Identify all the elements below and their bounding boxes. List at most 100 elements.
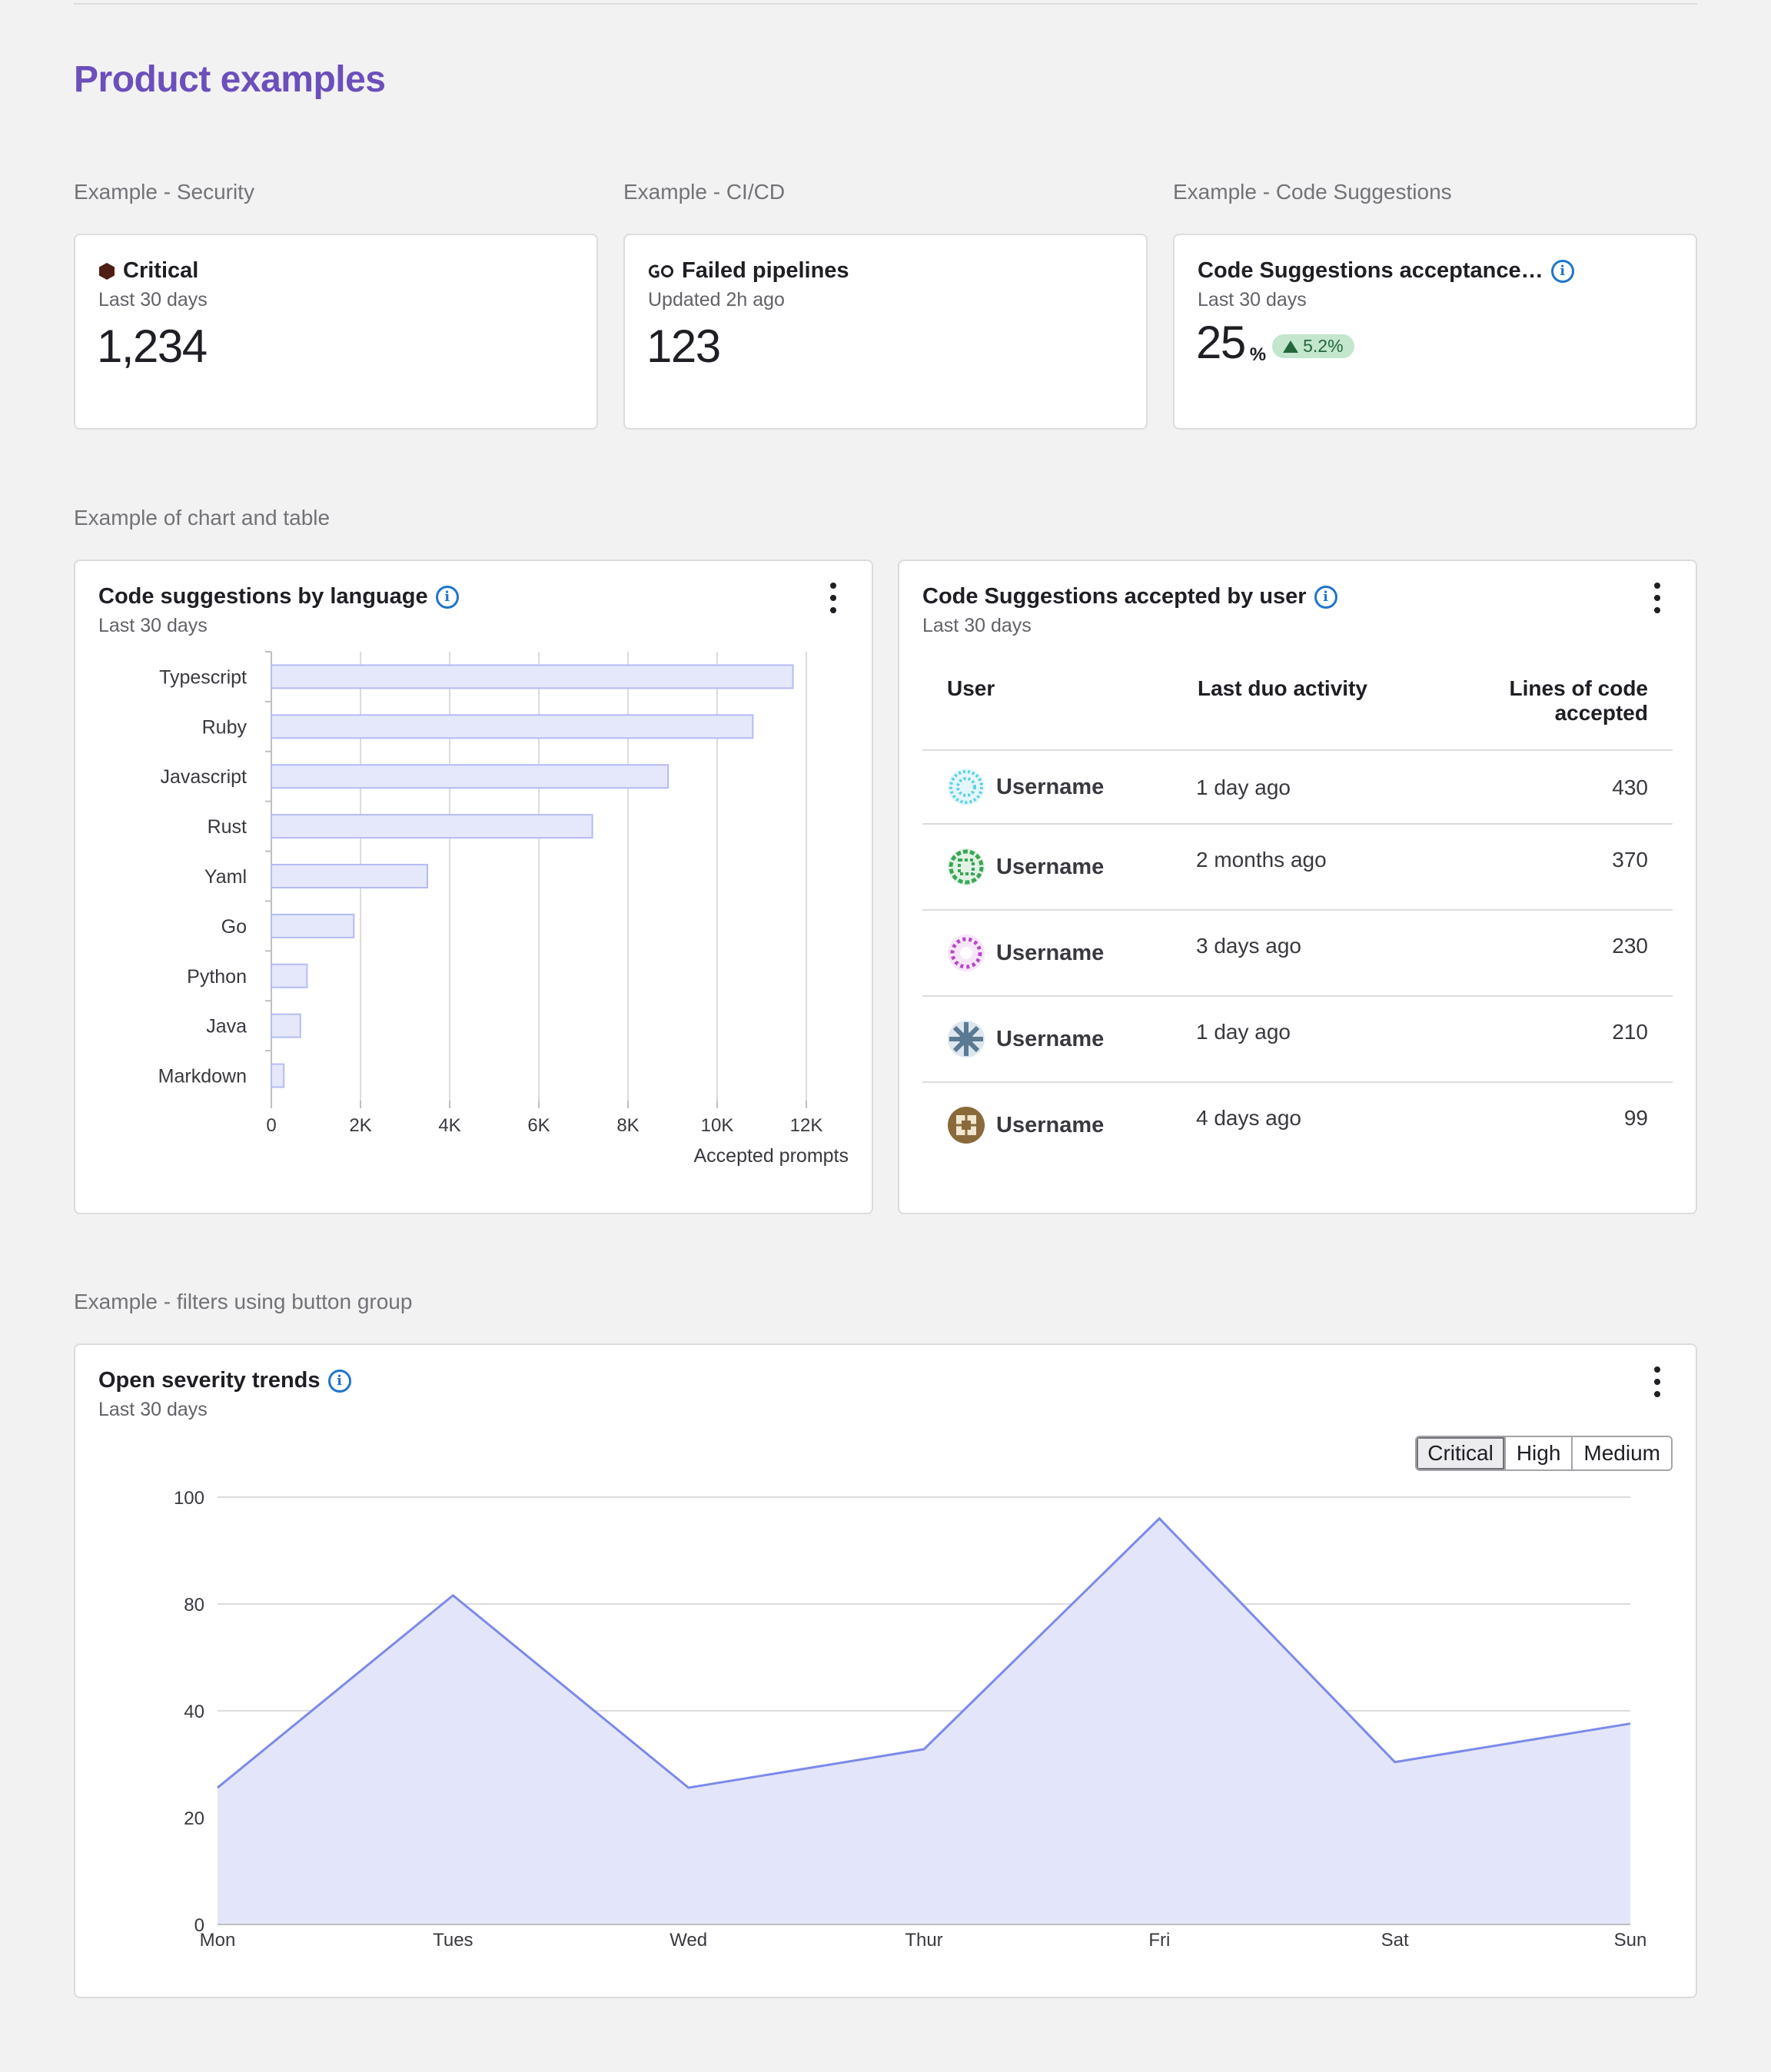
avatar[interactable] <box>947 1106 985 1144</box>
bar-chart-subtitle: Last 30 days <box>98 615 208 636</box>
activity-cell: 2 months ago <box>1196 848 1327 872</box>
info-icon[interactable]: i <box>1550 259 1574 283</box>
column-header-lines-line1: Lines of code <box>1509 676 1648 700</box>
bar-chart-title: Code suggestions by language i <box>98 584 459 609</box>
x-tick-label: 10K <box>701 1115 734 1136</box>
more-options-icon[interactable] <box>1653 583 1662 613</box>
username[interactable]: Username <box>996 1026 1105 1051</box>
username[interactable]: Username <box>996 774 1105 799</box>
lines-cell: 99 <box>1623 1106 1648 1130</box>
column-header-activity[interactable]: Last duo activity <box>1198 676 1367 700</box>
y-tick-label: 40 <box>184 1702 204 1722</box>
pipelines-value: 123 <box>646 320 721 372</box>
arrow-up-icon <box>1283 340 1299 353</box>
info-icon[interactable]: i <box>327 1369 351 1393</box>
user-cell: Username <box>947 1020 1104 1058</box>
section-label-chart-table: Example of chart and table <box>74 506 331 530</box>
bar <box>271 814 593 839</box>
more-options-icon[interactable] <box>829 583 838 613</box>
x-tick-label: Mon <box>200 1930 236 1951</box>
section-label-filters: Example - filters using button group <box>74 1290 413 1313</box>
trend-card: Open severity trends i Last 30 days Crit… <box>74 1343 1697 1998</box>
username[interactable]: Username <box>996 1112 1105 1137</box>
username[interactable]: Username <box>996 854 1105 879</box>
y-tick-label: Go <box>221 916 247 938</box>
y-tick-label: 100 <box>174 1488 204 1509</box>
y-tick-label: Ruby <box>202 716 248 738</box>
lines-cell: 210 <box>1612 1020 1648 1044</box>
x-tick-label: Sat <box>1381 1930 1409 1951</box>
x-tick-label: 8K <box>616 1115 639 1136</box>
area-chart: 0 20 40 80 100 Mon Tues Wed Thur Fri Sat Sun <box>174 1488 1647 1951</box>
y-tick-label: Typescript <box>159 666 247 688</box>
avatar[interactable] <box>947 768 985 806</box>
user-cell: Username <box>947 934 1104 972</box>
y-tick-label: Markdown <box>158 1066 247 1087</box>
critical-title-label: Critical <box>123 258 199 283</box>
filter-medium-button[interactable]: Medium <box>1571 1437 1671 1469</box>
acceptance-unit: % <box>1249 344 1267 365</box>
trend-card-title-label: Open severity trends <box>98 1368 321 1393</box>
severity-filter-button-group: Critical High Medium <box>1415 1436 1673 1471</box>
bar <box>271 1063 285 1088</box>
bar <box>271 714 754 739</box>
x-tick-label: Sun <box>1614 1930 1647 1951</box>
lines-cell: 430 <box>1612 775 1648 799</box>
section-label-cicd: Example - CI/CD <box>623 180 786 204</box>
critical-severity-icon <box>99 262 115 280</box>
critical-value: 1,234 <box>97 320 208 372</box>
x-tick-label: Thur <box>905 1930 942 1951</box>
x-axis-label: Accepted prompts <box>694 1145 849 1167</box>
table-card-subtitle: Last 30 days <box>922 615 1032 636</box>
pipeline-icon <box>648 264 673 277</box>
filter-critical-button[interactable]: Critical <box>1417 1437 1504 1469</box>
info-icon[interactable]: i <box>1314 585 1337 609</box>
column-header-lines[interactable]: Lines of code accepted <box>1510 676 1648 726</box>
critical-card-title: Critical <box>98 258 198 284</box>
table-row: Username 2 months ago 370 <box>922 823 1673 909</box>
column-header-user[interactable]: User <box>947 676 995 700</box>
bar <box>271 913 355 938</box>
avatar[interactable] <box>947 1020 985 1058</box>
trend-card-subtitle: Last 30 days <box>98 1399 208 1420</box>
user-cell: Username <box>947 768 1104 806</box>
lines-cell: 230 <box>1612 934 1648 958</box>
bar-chart-title-label: Code suggestions by language <box>98 584 428 609</box>
lines-cell: 370 <box>1612 848 1648 872</box>
y-tick-label: 80 <box>184 1595 204 1615</box>
activity-cell: 1 day ago <box>1196 1020 1291 1044</box>
table-row: Username 1 day ago 430 <box>922 749 1673 823</box>
bar <box>271 1013 301 1038</box>
table-row: Username 1 day ago 210 <box>922 995 1673 1081</box>
pipelines-card: Failed pipelines Updated 2h ago 123 <box>623 234 1148 430</box>
table-card-title: Code Suggestions accepted by user i <box>922 584 1337 609</box>
x-tick-label: 2K <box>349 1115 371 1136</box>
info-icon[interactable]: i <box>435 585 459 609</box>
activity-cell: 3 days ago <box>1196 934 1301 958</box>
table-row: Username 3 days ago 230 <box>922 909 1673 995</box>
table-card-title-label: Code Suggestions accepted by user <box>922 584 1307 609</box>
activity-cell: 1 day ago <box>1196 775 1291 799</box>
series-line <box>217 1516 1631 1789</box>
filter-high-button[interactable]: High <box>1504 1437 1572 1469</box>
acceptance-subtitle: Last 30 days <box>1198 289 1307 310</box>
critical-card: Critical Last 30 days 1,234 <box>74 234 598 430</box>
username[interactable]: Username <box>996 940 1105 965</box>
avatar[interactable] <box>947 848 985 886</box>
y-tick-label: Yaml <box>204 866 247 888</box>
section-label-code-suggestions: Example - Code Suggestions <box>1173 180 1452 204</box>
x-tick-label: Wed <box>670 1930 707 1951</box>
acceptance-value-row: 25 % 5.2% <box>1196 320 1354 366</box>
y-tick-label: Rust <box>208 816 247 838</box>
y-tick-label: Python <box>187 966 247 988</box>
avatar[interactable] <box>947 934 985 972</box>
critical-subtitle: Last 30 days <box>98 289 208 310</box>
y-tick-label: 0 <box>194 1915 204 1936</box>
x-tick-label: 4K <box>438 1115 460 1136</box>
table-row: Username 4 days ago 99 <box>922 1081 1673 1167</box>
column-header-lines-line2: accepted <box>1554 701 1648 725</box>
x-tick-label: 12K <box>790 1115 823 1136</box>
pipelines-card-title: Failed pipelines <box>648 258 849 284</box>
more-options-icon[interactable] <box>1653 1366 1662 1397</box>
bar <box>271 963 308 988</box>
